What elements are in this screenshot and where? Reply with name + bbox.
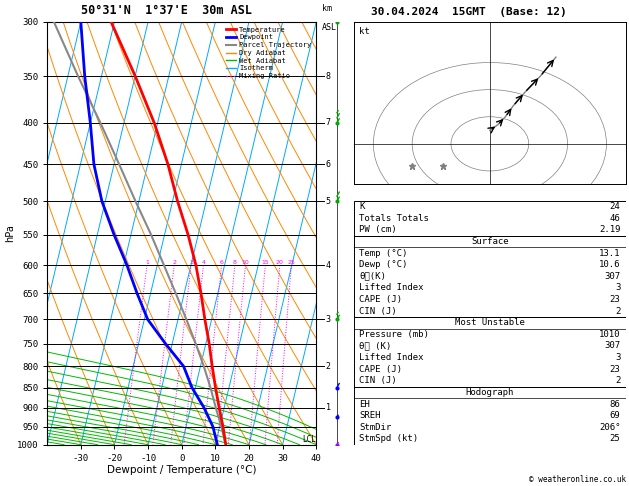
Text: PW (cm): PW (cm) bbox=[359, 226, 397, 234]
Text: 2: 2 bbox=[172, 260, 176, 265]
Text: 2.19: 2.19 bbox=[599, 226, 620, 234]
Legend: Temperature, Dewpoint, Parcel Trajectory, Dry Adiabat, Wet Adiabat, Isotherm, Mi: Temperature, Dewpoint, Parcel Trajectory… bbox=[225, 25, 313, 81]
Text: 307: 307 bbox=[604, 272, 620, 281]
Text: 10.6: 10.6 bbox=[599, 260, 620, 269]
Text: 2: 2 bbox=[326, 362, 331, 371]
Text: 1010: 1010 bbox=[599, 330, 620, 339]
Text: 307: 307 bbox=[604, 342, 620, 350]
Text: © weatheronline.co.uk: © weatheronline.co.uk bbox=[529, 474, 626, 484]
Y-axis label: hPa: hPa bbox=[5, 225, 15, 242]
Text: 13.1: 13.1 bbox=[599, 248, 620, 258]
Text: 3: 3 bbox=[189, 260, 193, 265]
Text: 23: 23 bbox=[610, 295, 620, 304]
Text: Most Unstable: Most Unstable bbox=[455, 318, 525, 327]
Text: 206°: 206° bbox=[599, 423, 620, 432]
Text: km: km bbox=[322, 4, 332, 14]
Text: 4: 4 bbox=[326, 261, 331, 270]
Text: 15: 15 bbox=[262, 260, 269, 265]
Text: 3: 3 bbox=[326, 315, 331, 324]
Text: 46: 46 bbox=[610, 214, 620, 223]
Text: StmDir: StmDir bbox=[359, 423, 392, 432]
Text: CIN (J): CIN (J) bbox=[359, 376, 397, 385]
Text: 50°31'N  1°37'E  30m ASL: 50°31'N 1°37'E 30m ASL bbox=[81, 3, 252, 17]
Text: 25: 25 bbox=[610, 434, 620, 443]
Text: StmSpd (kt): StmSpd (kt) bbox=[359, 434, 418, 443]
Text: 86: 86 bbox=[610, 399, 620, 409]
Text: 7: 7 bbox=[326, 119, 331, 127]
Text: CAPE (J): CAPE (J) bbox=[359, 295, 403, 304]
Text: Pressure (mb): Pressure (mb) bbox=[359, 330, 429, 339]
X-axis label: Dewpoint / Temperature (°C): Dewpoint / Temperature (°C) bbox=[107, 466, 257, 475]
Text: 24: 24 bbox=[610, 202, 620, 211]
Text: 20: 20 bbox=[276, 260, 284, 265]
Text: 2: 2 bbox=[615, 376, 620, 385]
Text: θᴄ (K): θᴄ (K) bbox=[359, 342, 392, 350]
Text: Surface: Surface bbox=[471, 237, 509, 246]
Text: 6: 6 bbox=[326, 160, 331, 169]
Text: 1: 1 bbox=[145, 260, 149, 265]
Text: CIN (J): CIN (J) bbox=[359, 307, 397, 315]
Text: Hodograph: Hodograph bbox=[465, 388, 514, 397]
Text: 30.04.2024  15GMT  (Base: 12): 30.04.2024 15GMT (Base: 12) bbox=[370, 6, 567, 17]
Text: EH: EH bbox=[359, 399, 370, 409]
Text: 8: 8 bbox=[326, 71, 331, 81]
Text: Lifted Index: Lifted Index bbox=[359, 353, 424, 362]
Text: LCL: LCL bbox=[303, 435, 316, 444]
Text: CAPE (J): CAPE (J) bbox=[359, 364, 403, 374]
Text: 1: 1 bbox=[326, 403, 331, 412]
Text: 69: 69 bbox=[610, 411, 620, 420]
Text: Lifted Index: Lifted Index bbox=[359, 283, 424, 293]
Text: SREH: SREH bbox=[359, 411, 381, 420]
Text: θᴄ(K): θᴄ(K) bbox=[359, 272, 386, 281]
Text: kt: kt bbox=[359, 27, 370, 36]
Text: 5: 5 bbox=[326, 197, 331, 206]
Text: 6: 6 bbox=[220, 260, 223, 265]
Text: ASL: ASL bbox=[322, 23, 337, 33]
Text: 23: 23 bbox=[610, 364, 620, 374]
Text: 4: 4 bbox=[201, 260, 206, 265]
Text: 2: 2 bbox=[615, 307, 620, 315]
Text: 3: 3 bbox=[615, 353, 620, 362]
Text: Totals Totals: Totals Totals bbox=[359, 214, 429, 223]
Text: Temp (°C): Temp (°C) bbox=[359, 248, 408, 258]
Text: 25: 25 bbox=[287, 260, 295, 265]
Text: 8: 8 bbox=[233, 260, 237, 265]
Text: K: K bbox=[359, 202, 365, 211]
Text: 10: 10 bbox=[242, 260, 249, 265]
Text: 3: 3 bbox=[615, 283, 620, 293]
Text: Dewp (°C): Dewp (°C) bbox=[359, 260, 408, 269]
